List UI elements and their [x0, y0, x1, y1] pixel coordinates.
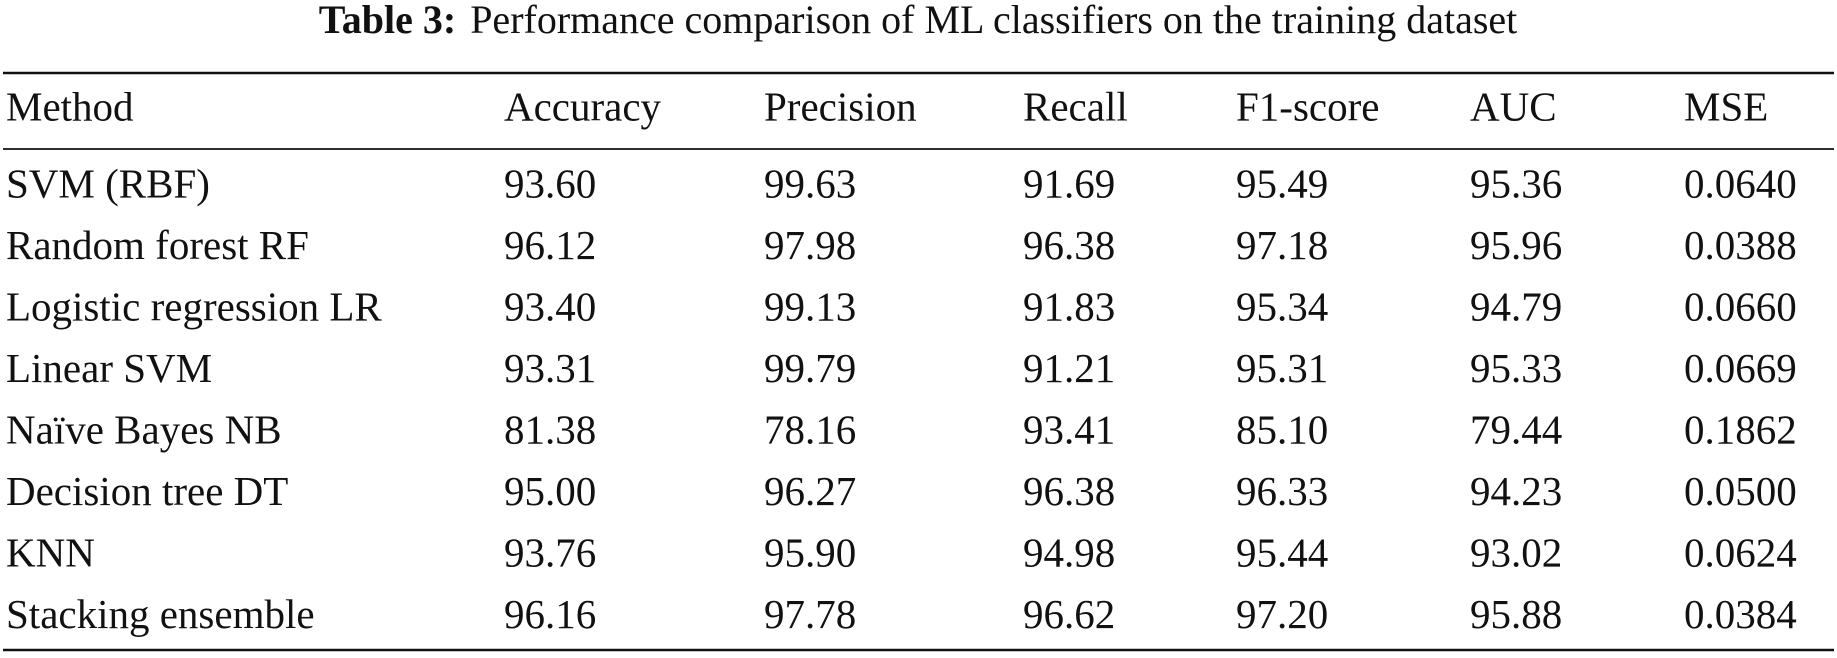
metric-cell: 91.83	[1023, 283, 1115, 329]
metric-cell: 93.76	[504, 529, 596, 575]
metric-cell: 96.27	[764, 468, 856, 514]
method-cell: SVM (RBF)	[6, 160, 210, 206]
metric-cell: 91.21	[1023, 345, 1115, 391]
metric-cell: 0.0384	[1684, 591, 1797, 637]
metric-cell: 81.38	[504, 406, 596, 452]
metric-cell: 96.16	[504, 591, 596, 637]
metric-cell: 99.79	[764, 345, 856, 391]
metric-cell: 93.60	[504, 160, 596, 206]
metric-cell: 93.31	[504, 345, 596, 391]
caption-text: Performance comparison of ML classifiers…	[470, 0, 1517, 42]
metric-cell: 97.98	[764, 222, 856, 268]
metric-cell: 0.0388	[1684, 222, 1797, 268]
metric-cell: 94.23	[1470, 468, 1562, 514]
metric-cell: 95.44	[1236, 529, 1328, 575]
metric-cell: 95.96	[1470, 222, 1562, 268]
metric-cell: 95.31	[1236, 345, 1328, 391]
method-cell: Decision tree DT	[6, 468, 288, 514]
metric-cell: 95.90	[764, 529, 856, 575]
metric-cell: 0.0669	[1684, 345, 1797, 391]
metric-cell: 95.36	[1470, 160, 1562, 206]
metric-cell: 96.12	[504, 222, 596, 268]
caption: Table 3: Performance comparison of ML cla…	[319, 0, 1518, 42]
metric-cell: 96.33	[1236, 468, 1328, 514]
metric-cell: 0.0640	[1684, 160, 1797, 206]
metric-cell: 97.18	[1236, 222, 1328, 268]
metric-cell: 94.79	[1470, 283, 1562, 329]
metric-cell: 0.1862	[1684, 406, 1797, 452]
metric-cell: 97.78	[764, 591, 856, 637]
metric-cell: 96.38	[1023, 468, 1115, 514]
metric-cell: 96.38	[1023, 222, 1115, 268]
metric-cell: 79.44	[1470, 406, 1562, 452]
metric-cell: 93.41	[1023, 406, 1115, 452]
metric-cell: 94.98	[1023, 529, 1115, 575]
metric-cell: 93.40	[504, 283, 596, 329]
column-header: Precision	[764, 83, 917, 129]
metric-cell: 95.34	[1236, 283, 1328, 329]
metric-cell: 0.0624	[1684, 529, 1797, 575]
metric-cell: 97.20	[1236, 591, 1328, 637]
metric-cell: 99.13	[764, 283, 856, 329]
method-cell: Random forest RF	[6, 222, 309, 268]
metric-cell: 95.88	[1470, 591, 1562, 637]
caption-label: Table 3:	[319, 0, 456, 42]
metric-cell: 95.49	[1236, 160, 1328, 206]
method-cell: Linear SVM	[6, 345, 212, 391]
metric-cell: 95.00	[504, 468, 596, 514]
column-header: MSE	[1684, 83, 1768, 129]
method-cell: Stacking ensemble	[6, 591, 315, 637]
column-header: Recall	[1023, 83, 1128, 129]
metric-cell: 99.63	[764, 160, 856, 206]
metric-cell: 95.33	[1470, 345, 1562, 391]
column-header: Method	[6, 83, 134, 129]
metric-cell: 78.16	[764, 406, 856, 452]
metric-cell: 96.62	[1023, 591, 1115, 637]
column-header: F1-score	[1236, 83, 1379, 129]
method-cell: Naïve Bayes NB	[6, 406, 282, 452]
column-header: Accuracy	[504, 83, 662, 129]
metric-cell: 85.10	[1236, 406, 1328, 452]
method-cell: Logistic regression LR	[6, 283, 382, 329]
method-cell: KNN	[6, 529, 95, 575]
metric-cell: 0.0500	[1684, 468, 1797, 514]
metric-cell: 93.02	[1470, 529, 1562, 575]
metric-cell: 91.69	[1023, 160, 1115, 206]
metric-cell: 0.0660	[1684, 283, 1797, 329]
column-header: AUC	[1470, 83, 1557, 129]
